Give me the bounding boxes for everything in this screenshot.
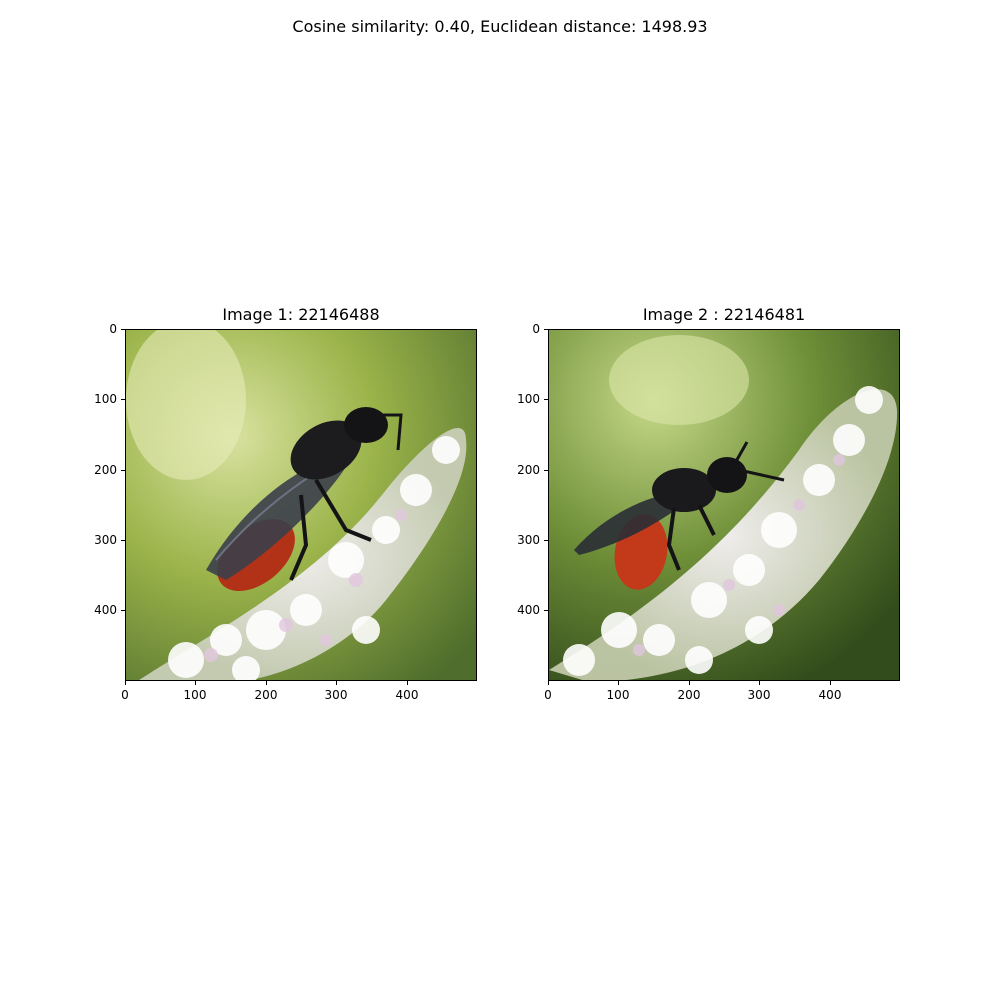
panel-1-ytick-300: 300 bbox=[94, 533, 117, 547]
panel-2-title: Image 2 : 22146481 bbox=[642, 305, 806, 324]
panel-1-ytick-400: 400 bbox=[94, 603, 117, 617]
panel-2-xtick-300: 300 bbox=[747, 688, 771, 702]
panel-1-xtick-200: 200 bbox=[254, 688, 278, 702]
panel-1-title: Image 1: 22146488 bbox=[222, 305, 380, 324]
panel-2-ytick-100: 100 bbox=[517, 392, 540, 406]
panel-2-ytick-400: 400 bbox=[517, 603, 540, 617]
panel-1-ytick-0: 0 bbox=[109, 322, 117, 336]
bee-photo-2 bbox=[549, 330, 899, 680]
figure-suptitle: Cosine similarity: 0.40, Euclidean dista… bbox=[292, 17, 708, 36]
bee-photo-1 bbox=[126, 330, 476, 680]
panel-1-xtick-400: 400 bbox=[395, 688, 419, 702]
panel-1-xtick-300: 300 bbox=[324, 688, 348, 702]
panel-2-xtick-400: 400 bbox=[818, 688, 842, 702]
panel-2-xtick-200: 200 bbox=[677, 688, 701, 702]
panel-1-ytick-100: 100 bbox=[94, 392, 117, 406]
panel-2-ytick-200: 200 bbox=[517, 463, 540, 477]
panel-1-image bbox=[125, 329, 477, 681]
panel-2-ytick-300: 300 bbox=[517, 533, 540, 547]
panel-1-xtick-0: 0 bbox=[121, 688, 129, 702]
panel-1-xtick-100: 100 bbox=[183, 688, 207, 702]
panel-1-ytick-200: 200 bbox=[94, 463, 117, 477]
panel-2-xtick-0: 0 bbox=[544, 688, 552, 702]
panel-2-xtick-100: 100 bbox=[606, 688, 630, 702]
panel-2-ytick-0: 0 bbox=[532, 322, 540, 336]
panel-2-image bbox=[548, 329, 900, 681]
